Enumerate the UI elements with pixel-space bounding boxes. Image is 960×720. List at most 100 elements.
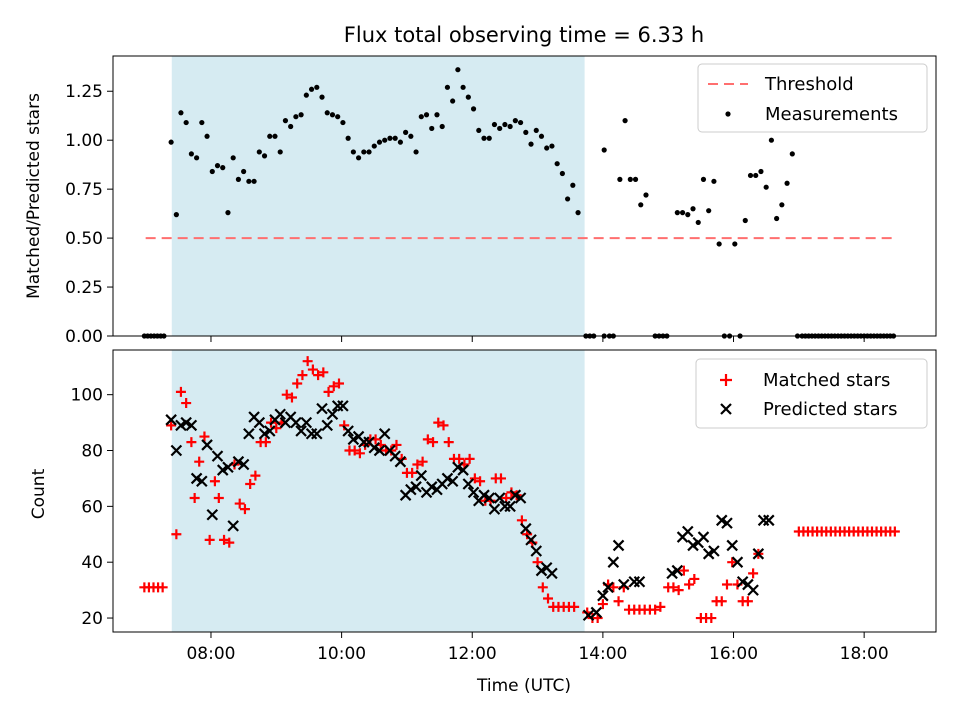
- matched-star-point: [209, 476, 220, 487]
- predicted-star-point: [462, 478, 475, 490]
- predicted-star-point: [337, 400, 349, 412]
- x-tick-label: 16:00: [709, 644, 758, 664]
- predicted-star-point: [607, 556, 620, 568]
- predicted-star-point: [170, 444, 183, 457]
- measurement-point: [716, 241, 722, 247]
- measurement-point: [538, 133, 545, 139]
- measurement-point: [387, 135, 393, 141]
- predicted-star-point: [633, 575, 646, 588]
- matched-star-point: [727, 557, 738, 568]
- measurement-point: [517, 119, 524, 126]
- measurement-point: [695, 219, 701, 226]
- predicted-star-point: [290, 416, 302, 429]
- predicted-star-point: [394, 455, 407, 468]
- count-legend-box: [695, 358, 928, 429]
- predicted-star-point: [185, 419, 198, 432]
- measurement-point: [230, 155, 236, 161]
- measurement-point: [549, 143, 555, 149]
- measurement-point: [711, 178, 717, 184]
- matched-star-point: [194, 456, 205, 467]
- predicted-star-point: [483, 492, 496, 504]
- matched-star-point: [219, 534, 230, 545]
- matched-star-point: [569, 601, 580, 612]
- measurement-point: [476, 127, 482, 134]
- matched-star-point: [213, 492, 224, 503]
- count-axes-frame: [112, 349, 937, 633]
- matched-star-point: [443, 437, 454, 448]
- measurement-point: [220, 165, 226, 171]
- measurement-point: [361, 149, 367, 155]
- measurement-point: [460, 84, 466, 90]
- matched-star-point: [469, 473, 480, 484]
- count-panel: 20 40 60 80 100 08:00 10:00 12:00 14:00 16:00 18:…: [29, 349, 937, 696]
- matched-star-point: [333, 378, 344, 389]
- measurement-point: [470, 106, 477, 112]
- matched-star-point: [433, 417, 444, 428]
- matched-star-point: [889, 526, 900, 537]
- predicted-star-point: [227, 520, 239, 532]
- predicted-star-point: [504, 500, 516, 513]
- predicted-star-point: [373, 444, 386, 457]
- matched-star-point: [650, 604, 661, 615]
- measurement-point: [371, 143, 377, 149]
- measurement-point: [277, 149, 283, 155]
- measurement-point: [408, 133, 414, 139]
- predicted-star-point: [342, 425, 354, 437]
- measurement-point: [324, 110, 330, 116]
- measurement-point: [434, 112, 440, 118]
- predicted-star-point: [697, 531, 710, 543]
- predicted-star-point: [410, 481, 422, 493]
- matched-star-point: [354, 448, 365, 459]
- measurement-point: [465, 94, 471, 100]
- predicted-star-point: [514, 492, 527, 504]
- y-tick-label: 20: [81, 609, 103, 629]
- measurement-point: [575, 210, 581, 216]
- predicted-star-point: [165, 414, 177, 426]
- matched-star-point: [189, 492, 200, 503]
- measurement-point: [261, 153, 268, 159]
- measurement-point: [643, 192, 649, 198]
- matched-star-point: [349, 445, 360, 456]
- measurement-point: [199, 119, 205, 126]
- predicted-star-point: [415, 469, 428, 482]
- matched-star-point: [742, 596, 753, 607]
- measurement-point: [194, 155, 200, 161]
- measurement-point: [565, 196, 571, 202]
- x-tick-label: 18:00: [840, 644, 889, 664]
- matched-star-point: [281, 389, 292, 400]
- measurement-point: [617, 176, 623, 182]
- measurement-point: [413, 149, 419, 155]
- matched-star-point: [171, 529, 182, 540]
- matched-star-point: [260, 437, 271, 448]
- measurement-point: [570, 182, 576, 188]
- matched-star-point: [748, 568, 759, 579]
- ratio-y-axis-label: Matched/Predicted stars: [24, 93, 44, 299]
- y-tick-label: 80: [81, 442, 103, 462]
- matched-star-point: [678, 565, 689, 576]
- legend-predicted-label: Predicted stars: [763, 399, 897, 420]
- measurement-point: [512, 118, 518, 124]
- measurement-point: [450, 98, 456, 104]
- measurement-point: [235, 176, 242, 182]
- predicted-star-point: [708, 545, 720, 557]
- predicted-star-point: [206, 508, 219, 521]
- y-tick-label: 0.50: [65, 229, 103, 249]
- measurement-point: [700, 176, 707, 182]
- measurement-point: [627, 176, 633, 182]
- matched-star-point: [286, 392, 297, 403]
- matched-star-point: [186, 437, 197, 448]
- predicted-star-point: [274, 408, 286, 420]
- measurement-point: [329, 112, 336, 118]
- matched-star-point: [307, 364, 318, 375]
- measurement-point: [638, 202, 644, 208]
- matched-star-point: [537, 582, 548, 593]
- measurement-point: [423, 112, 430, 118]
- matched-star-point: [407, 467, 418, 478]
- predicted-star-point: [488, 503, 501, 515]
- matched-star-point: [292, 378, 303, 389]
- matched-star-point: [417, 456, 428, 467]
- matched-star-point: [464, 453, 475, 464]
- measurement-point: [314, 84, 320, 90]
- predicted-star-point: [530, 545, 543, 557]
- predicted-star-point: [597, 589, 609, 602]
